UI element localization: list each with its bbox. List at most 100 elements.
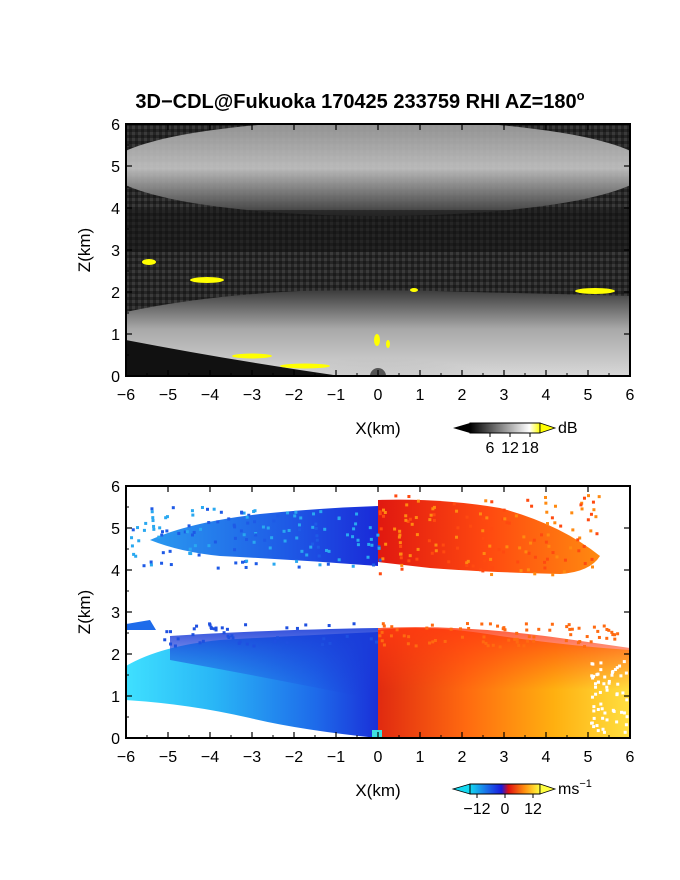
x-tick-label: −4	[201, 387, 219, 404]
speck	[431, 507, 435, 511]
speck	[594, 685, 598, 689]
speck	[565, 625, 569, 629]
speck	[524, 622, 528, 626]
speck	[610, 670, 614, 674]
speck	[398, 529, 402, 533]
speck	[394, 494, 398, 498]
speck	[429, 513, 433, 517]
speck	[316, 545, 320, 549]
speck	[488, 544, 492, 548]
speck	[160, 530, 164, 534]
speck	[610, 673, 614, 677]
speck	[282, 529, 286, 533]
speck	[550, 516, 554, 520]
speck	[216, 520, 220, 524]
figure-title: 3D−CDL@Fukuoka 170425 233759 RHI AZ=180o	[135, 88, 584, 113]
speck	[152, 527, 156, 531]
speck	[355, 512, 359, 516]
speck	[590, 662, 594, 666]
speck	[594, 515, 598, 519]
speck	[322, 637, 326, 641]
speck	[165, 630, 169, 634]
speck	[304, 623, 308, 627]
speck	[254, 533, 258, 537]
speck	[144, 521, 148, 525]
speck	[408, 517, 412, 521]
speck	[449, 627, 453, 631]
speck	[407, 635, 411, 639]
speck	[130, 544, 134, 548]
speck	[276, 636, 280, 640]
intensity-colorbar: 6 12 18 dB	[453, 420, 578, 457]
velocity-speckles	[130, 494, 629, 738]
speck	[602, 624, 606, 628]
speck	[239, 529, 243, 533]
speck	[216, 566, 220, 570]
speck	[546, 533, 550, 537]
speck	[195, 624, 199, 628]
speck	[622, 711, 626, 715]
speck	[177, 531, 181, 535]
speck	[596, 729, 600, 733]
speck	[253, 520, 257, 524]
speck	[187, 524, 191, 528]
x-tick-label: 5	[584, 749, 593, 766]
y-tick-label: 1	[111, 327, 120, 344]
speck	[295, 626, 299, 630]
speck	[191, 513, 195, 517]
speck	[613, 668, 617, 672]
speck	[208, 623, 212, 627]
speck	[624, 723, 628, 727]
speck	[597, 635, 601, 639]
speck	[591, 676, 595, 680]
speck	[315, 538, 319, 542]
saturation-patch	[142, 259, 156, 265]
speck	[214, 626, 218, 630]
speck	[540, 533, 544, 537]
speck	[582, 496, 586, 500]
speck	[252, 540, 256, 544]
speck	[600, 707, 604, 711]
x-tick-label: −1	[327, 387, 345, 404]
speck	[327, 624, 331, 628]
speck	[369, 537, 373, 541]
speck	[570, 511, 574, 515]
speck	[598, 690, 602, 694]
speck	[188, 547, 192, 551]
speck	[543, 560, 547, 564]
speck	[625, 715, 629, 719]
speck	[592, 625, 596, 629]
speck	[252, 509, 256, 513]
speck	[589, 640, 593, 644]
speck	[297, 528, 301, 532]
speck	[442, 550, 446, 554]
y-tick-label: 3	[111, 605, 120, 622]
colorbar-tick-label: 18	[521, 440, 539, 457]
speck	[458, 627, 462, 631]
speck	[131, 528, 135, 532]
speck	[467, 626, 471, 630]
speck	[465, 563, 469, 567]
speck	[188, 551, 192, 555]
speck	[583, 562, 587, 566]
speck	[434, 549, 438, 553]
speck	[367, 542, 371, 546]
speck	[410, 522, 414, 526]
speck	[212, 507, 216, 511]
speck	[245, 515, 249, 519]
speck	[375, 640, 379, 644]
speck	[578, 536, 582, 540]
speck	[507, 521, 511, 525]
speck	[317, 554, 321, 558]
speck	[268, 546, 272, 550]
speck	[545, 522, 549, 526]
speck	[484, 641, 488, 645]
speck	[171, 506, 175, 510]
speck	[192, 627, 196, 631]
speck	[295, 559, 299, 563]
speck	[226, 634, 230, 638]
speck	[486, 644, 490, 648]
speck	[164, 516, 168, 520]
speck	[490, 566, 494, 570]
x-tick-label: 0	[374, 749, 383, 766]
